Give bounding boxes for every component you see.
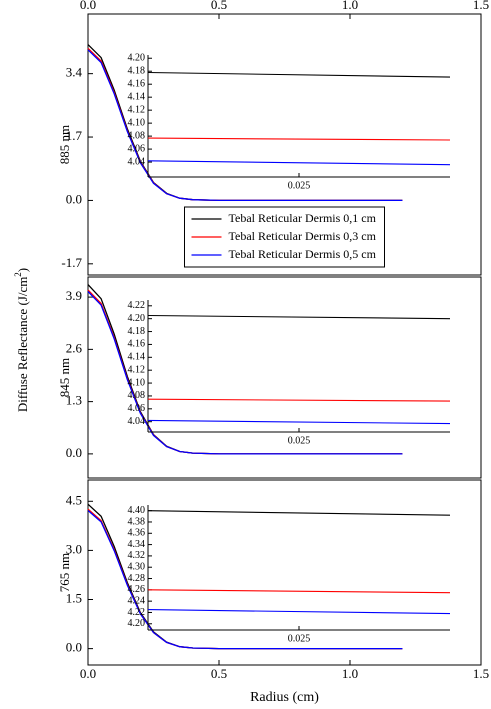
x-tick-label: 1.5 [473, 0, 489, 12]
inset-y-tick-label: 4.30 [128, 562, 146, 573]
legend-label: Tebal Reticular Dermis 0,5 cm [229, 247, 377, 261]
x-tick-label: 0.0 [80, 0, 96, 12]
x-tick-label: 0.5 [211, 0, 227, 12]
inset-y-tick-label: 4.20 [128, 53, 146, 64]
y-tick-label: -1.7 [61, 255, 82, 270]
inset-series-line [147, 398, 451, 402]
inset-y-tick-label: 4.14 [128, 352, 146, 363]
y-tick-label: 1.5 [66, 590, 82, 605]
inset-y-tick-label: 4.28 [128, 573, 146, 584]
inset-y-tick-label: 4.08 [128, 130, 146, 141]
inset-y-tick-label: 4.22 [128, 607, 146, 618]
y-tick-label: 0.0 [66, 191, 82, 206]
series-line [87, 49, 403, 202]
inset-y-tick-label: 4.24 [128, 595, 146, 606]
panel-y-label: 885 nm [57, 125, 72, 164]
y-tick-label: 0.0 [66, 445, 82, 460]
inset-y-tick-label: 4.20 [128, 618, 146, 629]
inset-series-line [147, 160, 451, 166]
x-tick-label: 1.5 [473, 666, 489, 681]
inset-y-tick-label: 4.16 [128, 78, 146, 89]
inset-y-tick-label: 4.16 [128, 339, 146, 350]
plot-frame [87, 479, 482, 666]
inset-y-tick-label: 4.12 [128, 364, 146, 375]
y-tick-label: 0.0 [66, 640, 82, 655]
series-line [87, 291, 403, 455]
inset-y-tick-label: 4.10 [128, 377, 146, 388]
inset-y-tick-label: 4.18 [128, 66, 146, 77]
y-tick-label: 1.3 [66, 393, 82, 408]
inset-y-tick-label: 4.14 [128, 91, 146, 102]
inset-y-tick-label: 4.18 [128, 326, 146, 337]
inset-series-line [147, 314, 451, 320]
inset-series-line [147, 71, 451, 78]
inset-y-tick-label: 4.22 [128, 300, 146, 311]
y-tick-label: 3.0 [66, 541, 82, 556]
x-tick-label: 0.0 [80, 666, 96, 681]
inset-x-tick-label: 0.025 [288, 633, 311, 644]
inset-y-tick-label: 4.36 [128, 528, 146, 539]
inset-x-tick-label: 0.025 [288, 180, 311, 191]
y-tick-label: 1.7 [66, 128, 83, 143]
y-label-text: Diffuse Reflectance (J/cm [15, 277, 30, 412]
inset-y-tick-label: 4.38 [128, 516, 146, 527]
legend-label: Tebal Reticular Dermis 0,3 cm [229, 229, 377, 243]
inset-x-tick-label: 0.025 [288, 435, 311, 446]
inset-y-tick-label: 4.04 [128, 416, 146, 427]
inset-series-line [147, 609, 451, 615]
plot-frame [87, 13, 482, 276]
inset-y-tick-label: 4.10 [128, 117, 146, 128]
inset-y-tick-label: 4.34 [128, 539, 146, 550]
series-line [87, 510, 403, 650]
inset-series-line [147, 419, 451, 425]
x-axis-label: Radius (cm) [250, 690, 319, 705]
y-tick-label: 3.9 [66, 288, 82, 303]
legend-label: Tebal Reticular Dermis 0,1 cm [229, 211, 377, 225]
inset-series-line [147, 137, 451, 141]
y-label-sup: 2 [13, 272, 23, 277]
y-tick-label: 2.6 [66, 340, 83, 355]
x-tick-label: 0.5 [211, 666, 227, 681]
y-label-end: ) [15, 268, 30, 272]
inset-y-tick-label: 4.08 [128, 390, 146, 401]
inset-y-tick-label: 4.20 [128, 313, 146, 324]
y-tick-label: 3.4 [66, 65, 83, 80]
x-tick-label: 1.0 [342, 666, 358, 681]
inset-y-tick-label: 4.06 [128, 143, 146, 154]
inset-y-tick-label: 4.26 [128, 584, 146, 595]
plot-frame [87, 276, 482, 479]
inset-y-tick-label: 4.06 [128, 403, 146, 414]
inset-y-tick-label: 4.32 [128, 550, 146, 561]
inset-y-tick-label: 4.12 [128, 104, 146, 115]
inset-series-line [147, 589, 451, 594]
inset-series-line [147, 510, 451, 516]
shared-y-label: Diffuse Reflectance (J/cm2) [13, 268, 30, 412]
panel-y-label: 845 nm [57, 358, 72, 397]
panel-y-label: 765 nm [57, 553, 72, 592]
y-tick-label: 4.5 [66, 492, 82, 507]
inset-y-tick-label: 4.04 [128, 156, 146, 167]
x-tick-label: 1.0 [342, 0, 358, 12]
inset-y-tick-label: 4.40 [128, 505, 146, 516]
